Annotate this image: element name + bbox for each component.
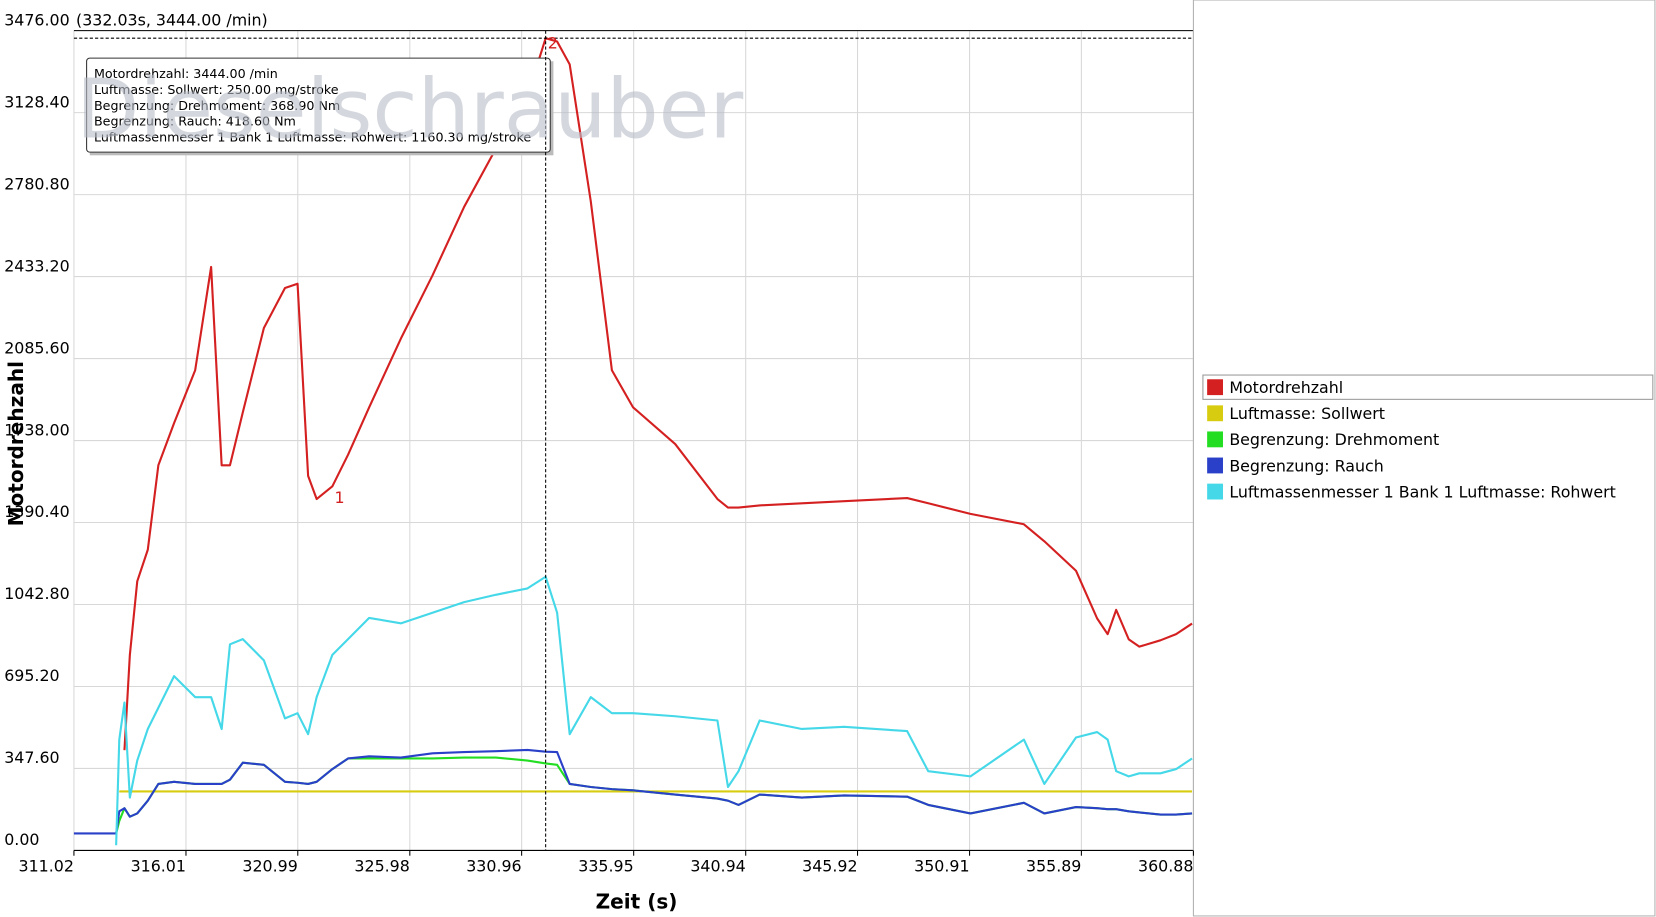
x-tick-label: 350.91 <box>914 857 969 876</box>
y-tick-label: 1042.80 <box>4 584 69 603</box>
tooltip-box <box>86 57 551 153</box>
legend-panel <box>1192 0 1656 917</box>
x-tick-label: 340.94 <box>690 857 745 876</box>
x-tick-label: 335.95 <box>578 857 633 876</box>
series-line <box>73 748 1193 835</box>
legend-swatch <box>1207 483 1223 500</box>
legend-swatch <box>1207 405 1223 422</box>
x-tick-label: 316.01 <box>131 857 186 876</box>
legend-swatch <box>1207 379 1223 396</box>
y-tick-label: 695.20 <box>4 666 59 685</box>
x-axis-title: Zeit (s) <box>596 890 678 914</box>
y-axis-title: Motordrehzahl <box>4 361 28 526</box>
legend-label: Luftmasse: Sollwert <box>1229 404 1385 423</box>
y-tick-label: 1738.00 <box>4 420 69 439</box>
tooltip-line: Luftmassenmesser 1 Bank 1 Luftmasse: Roh… <box>94 130 531 145</box>
legend-swatch <box>1207 431 1223 448</box>
series-line <box>123 37 1193 751</box>
legend-highlight <box>1202 374 1654 400</box>
x-tick-label: 360.88 <box>1138 857 1193 876</box>
legend-swatch <box>1207 457 1223 474</box>
tooltip-line: Begrenzung: Drehmoment: 368.90 Nm <box>94 98 340 113</box>
y-tick-label: 3128.40 <box>4 92 69 111</box>
x-tick-label: 355.89 <box>1026 857 1081 876</box>
cursor-readout: (332.03s, 3444.00 /min) <box>76 10 268 29</box>
watermark: Dieselschrauber <box>76 62 743 157</box>
y-tick-label: 347.60 <box>4 748 59 767</box>
y-tick-label: 1390.40 <box>4 502 69 521</box>
x-tick-label: 330.96 <box>466 857 521 876</box>
y-tick-label: 2780.80 <box>4 174 69 193</box>
legend-label: Motordrehzahl <box>1229 378 1343 397</box>
y-tick-label: 2085.60 <box>4 338 69 357</box>
tooltip-line: Luftmasse: Sollwert: 250.00 mg/stroke <box>94 82 339 97</box>
legend-label: Begrenzung: Rauch <box>1229 456 1383 475</box>
legend: Motordrehzahl Luftmasse: Sollwert Begrenzu… <box>1202 374 1654 501</box>
y-tick-label: 3476.00 <box>4 10 69 29</box>
legend-label: Begrenzung: Drehmoment <box>1229 430 1439 449</box>
y-tick-label: 2433.20 <box>4 256 69 275</box>
tooltip-line: Begrenzung: Rauch: 418.60 Nm <box>94 114 296 129</box>
y-tick-label: 0.00 <box>4 830 39 849</box>
x-tick-label: 325.98 <box>354 857 409 876</box>
cursor-marker: 2 <box>548 34 558 53</box>
legend-label: Luftmassenmesser 1 Bank 1 Luftmasse: Roh… <box>1229 482 1616 501</box>
x-tick-label: 320.99 <box>242 857 297 876</box>
cursor-marker: 1 <box>334 488 344 507</box>
x-tick-label: 311.02 <box>19 857 74 876</box>
tooltip-line: Motordrehzahl: 3444.00 /min <box>94 66 278 81</box>
x-tick-label: 345.92 <box>802 857 857 876</box>
